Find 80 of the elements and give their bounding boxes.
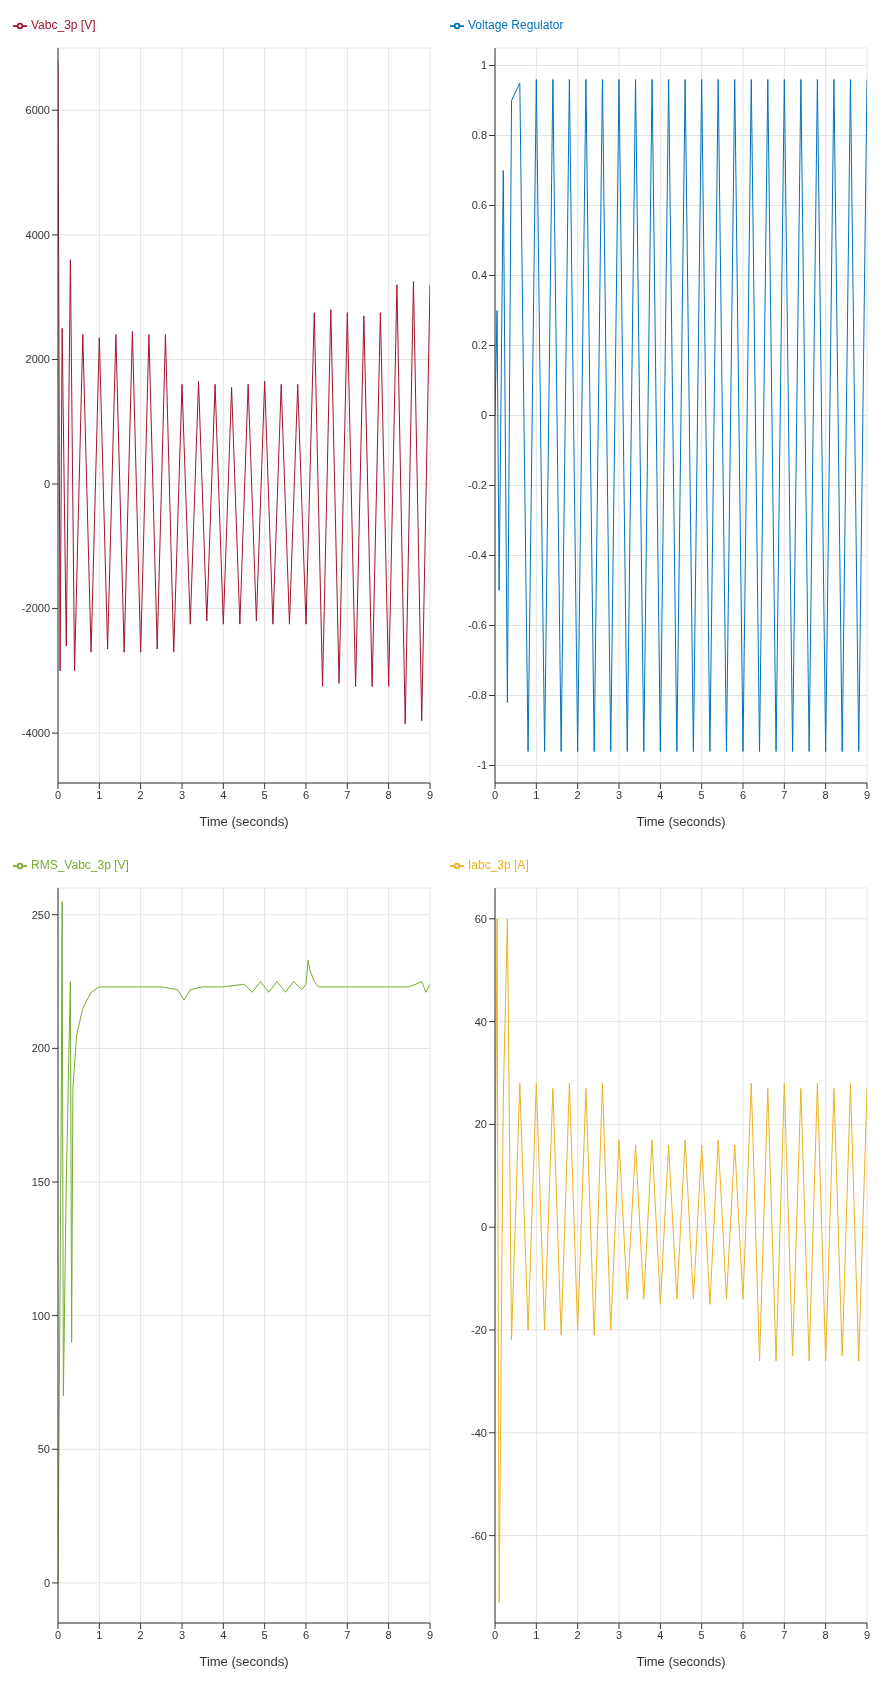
y-tick-label: 50: [37, 1443, 50, 1456]
x-tick-label: 7: [344, 788, 351, 801]
x-tick-label: 9: [863, 1628, 871, 1641]
y-tick-label: 0: [480, 409, 487, 422]
x-tick-label: 0: [491, 1628, 499, 1641]
x-tick-label: 5: [698, 788, 705, 801]
y-tick-label: 0: [43, 477, 50, 490]
y-tick-label: -20: [471, 1323, 487, 1336]
y-tick-label: 4000: [25, 228, 50, 241]
x-tick-label: 6: [739, 1628, 747, 1641]
y-tick-label: 40: [474, 1015, 487, 1028]
x-axis-title: Time (seconds): [636, 1654, 726, 1669]
y-tick-label: 0.4: [471, 269, 487, 282]
y-tick-label: -4000: [21, 727, 50, 740]
y-tick-label: 20: [474, 1118, 487, 1131]
x-tick-label: 2: [137, 1628, 144, 1641]
y-tick-label: -40: [471, 1426, 487, 1439]
legend-label: Vabc_3p [V]: [31, 18, 96, 32]
y-tick-label: 100: [31, 1309, 50, 1322]
x-tick-label: 2: [574, 788, 581, 801]
y-tick-label: -0.2: [468, 479, 487, 492]
line-series: [495, 918, 867, 1603]
x-tick-label: 4: [657, 1628, 664, 1641]
x-tick-label: 9: [426, 1628, 434, 1641]
x-tick-label: 8: [822, 788, 829, 801]
x-tick-label: 1: [533, 1628, 540, 1641]
x-tick-label: 8: [385, 788, 392, 801]
x-tick-label: 6: [302, 1628, 310, 1641]
y-tick-label: -0.8: [468, 689, 487, 702]
x-tick-label: 9: [863, 788, 871, 801]
x-axis-title: Time (seconds): [636, 814, 726, 829]
y-tick-label: 2000: [25, 353, 50, 366]
y-tick-label: 150: [31, 1175, 50, 1188]
y-tick-label: 1: [480, 59, 487, 72]
y-tick-label: 0.6: [471, 199, 487, 212]
y-tick-label: 200: [31, 1042, 50, 1055]
x-tick-label: 3: [615, 1628, 623, 1641]
x-tick-label: 9: [426, 788, 434, 801]
x-tick-label: 5: [698, 1628, 705, 1641]
y-tick-label: -0.6: [468, 619, 487, 632]
x-tick-label: 3: [178, 1628, 186, 1641]
x-tick-label: 4: [220, 1628, 227, 1641]
y-tick-label: 0.2: [471, 339, 487, 352]
x-tick-label: 0: [54, 788, 62, 801]
y-tick-label: 0: [480, 1221, 487, 1234]
x-tick-label: 2: [574, 1628, 581, 1641]
y-tick-label: -60: [471, 1529, 487, 1542]
y-tick-label: 6000: [25, 104, 50, 117]
x-tick-label: 7: [781, 788, 788, 801]
x-tick-label: 4: [657, 788, 664, 801]
x-tick-label: 2: [137, 788, 144, 801]
x-tick-label: 8: [385, 1628, 392, 1641]
x-tick-label: 8: [822, 1628, 829, 1641]
y-tick-label: 250: [31, 908, 50, 921]
x-tick-label: 5: [261, 788, 268, 801]
y-tick-label: -1: [477, 759, 487, 772]
x-tick-label: 4: [220, 788, 227, 801]
y-tick-label: 60: [474, 912, 487, 925]
x-tick-label: 7: [344, 1628, 351, 1641]
line-series: [495, 79, 867, 752]
x-tick-label: 6: [739, 788, 747, 801]
y-tick-label: -0.4: [468, 549, 487, 562]
x-tick-label: 0: [54, 1628, 62, 1641]
x-axis-title: Time (seconds): [199, 1654, 289, 1669]
legend-label: Voltage Regulator: [468, 18, 564, 32]
x-tick-label: 1: [96, 1628, 103, 1641]
x-tick-label: 3: [178, 788, 186, 801]
x-tick-label: 3: [615, 788, 623, 801]
x-tick-label: 7: [781, 1628, 788, 1641]
x-tick-label: 1: [96, 788, 103, 801]
legend-label: RMS_Vabc_3p [V]: [31, 858, 129, 872]
y-tick-label: 0.8: [471, 129, 487, 142]
x-tick-label: 0: [491, 788, 499, 801]
x-tick-label: 1: [533, 788, 540, 801]
y-tick-label: 0: [43, 1576, 50, 1589]
y-tick-label: -2000: [21, 602, 50, 615]
x-tick-label: 6: [302, 788, 310, 801]
x-axis-title: Time (seconds): [199, 814, 289, 829]
legend-label: Iabc_3p [A]: [468, 858, 529, 872]
x-tick-label: 5: [261, 1628, 268, 1641]
